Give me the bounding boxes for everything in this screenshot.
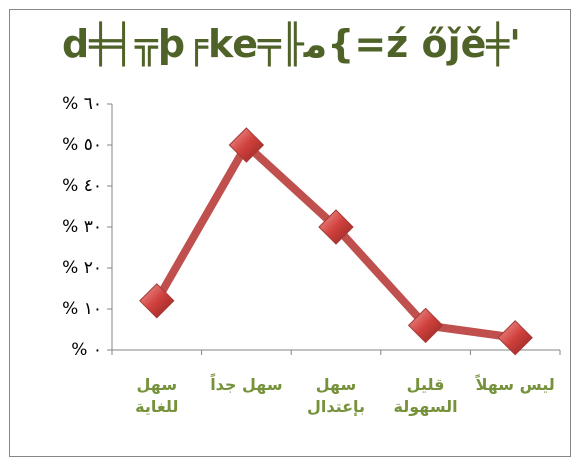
y-tick-label: % ٣٠ (62, 217, 102, 237)
x-tick-label: ليس سهلاً (475, 375, 555, 394)
marker (497, 319, 533, 356)
marker (228, 127, 265, 163)
y-tick-label: % ٠ (71, 340, 102, 360)
chart-title: d╪╡╦þ╒ke╤╟ﻣ{=ź őǰě╪' (62, 22, 521, 66)
y-tick-label: % ٥٠ (62, 135, 102, 155)
x-tick-label: سهل للغاية (135, 375, 179, 416)
chart-frame (9, 9, 571, 457)
x-tick-label: سهل بإعتدال (306, 375, 366, 416)
x-tick-label: قليل السهولة (393, 375, 458, 416)
y-tick-label: % ٢٠ (62, 258, 102, 278)
y-tick-label: % ٦٠ (62, 94, 102, 114)
y-tick-label: % ٤٠ (62, 176, 102, 196)
x-tick-label: سهل جداً (210, 375, 283, 394)
marker (139, 283, 175, 319)
marker (407, 307, 444, 344)
marker (318, 209, 354, 245)
y-tick-label: % ١٠ (62, 299, 102, 319)
